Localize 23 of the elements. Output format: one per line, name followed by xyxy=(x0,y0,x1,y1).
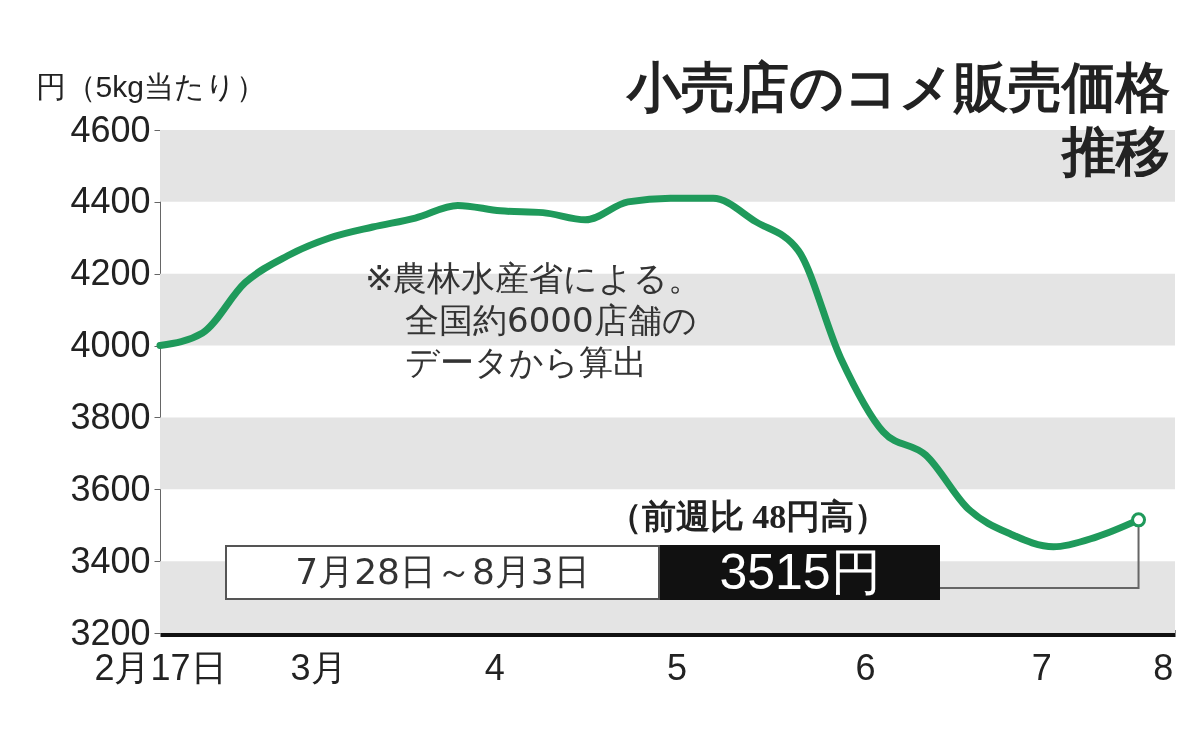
annotation: （前週比 48円高） xyxy=(607,498,889,535)
x-tick-label: 3月 xyxy=(290,646,347,688)
x-tick-label: 7 xyxy=(1031,646,1052,688)
annotation: 7月28日～8月3日 xyxy=(295,550,590,594)
x-tick-label: 8 xyxy=(1153,646,1174,688)
annotation: 全国約6000店舗の xyxy=(405,300,697,340)
annotation: ※農林水産省による。 xyxy=(365,258,703,298)
chart-title: 小売店のコメ販売価格推移 xyxy=(625,56,1170,183)
y-axis-title: 円（5kg当たり） xyxy=(35,69,266,103)
annotation: 3515円 xyxy=(719,543,881,602)
x-tick-label: 5 xyxy=(667,646,688,688)
y-tick-label: 4000 xyxy=(70,324,151,366)
y-tick-label: 3800 xyxy=(70,395,151,437)
label-box: 3515円 xyxy=(660,545,940,600)
y-tick-label: 4600 xyxy=(70,108,151,150)
label-box: 7月28日～8月3日 xyxy=(225,545,660,600)
x-tick-label: 4 xyxy=(484,646,505,688)
y-tick-label: 3400 xyxy=(70,539,151,581)
annotation: データから算出 xyxy=(405,342,647,382)
y-tick-label: 4400 xyxy=(70,180,151,222)
y-tick-label: 3600 xyxy=(70,467,151,509)
y-tick-label: 4200 xyxy=(70,252,151,294)
x-tick-label: 6 xyxy=(855,646,876,688)
